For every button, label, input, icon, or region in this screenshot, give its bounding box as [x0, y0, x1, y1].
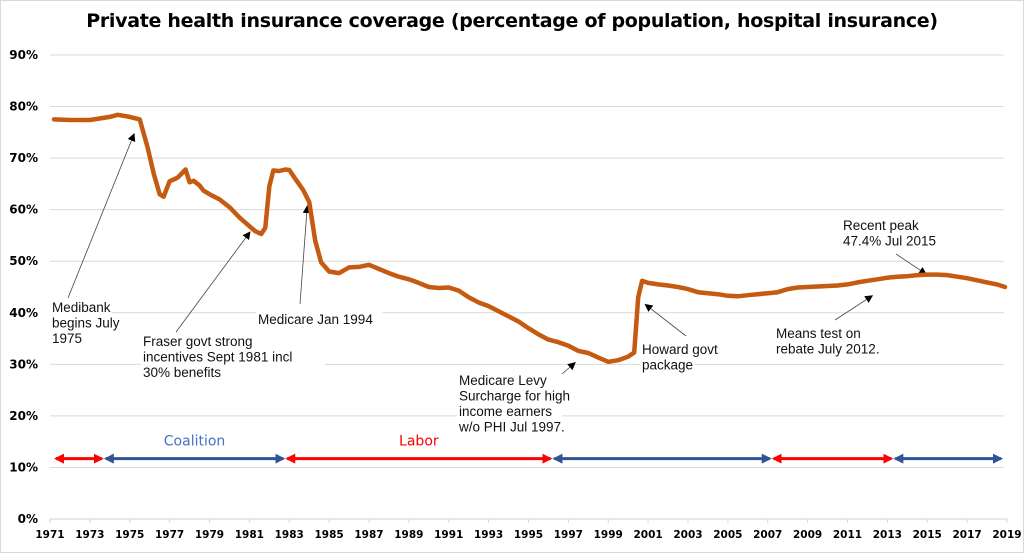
x-tick-label: 2017	[953, 529, 982, 541]
annotation-text: Surcharge for high	[459, 389, 570, 404]
annotation-arrow	[644, 303, 687, 337]
annotation-text: Medibank	[52, 300, 111, 315]
x-tick-label: 1987	[354, 529, 383, 541]
annotation-arrow	[834, 295, 874, 321]
annotation: Medicare Jan 1994	[256, 205, 383, 328]
annotation-bg	[141, 349, 325, 365]
x-tick-label: 1981	[235, 529, 264, 541]
x-tick-label: 1975	[115, 529, 144, 541]
x-tick-label: 2011	[833, 529, 862, 541]
x-tick-label: 2005	[713, 529, 742, 541]
annotation-bg	[841, 218, 925, 234]
x-tick-label: 1991	[434, 529, 463, 541]
annotation-text: Medicare Levy	[459, 373, 547, 388]
government-period-coalition: Coalition	[103, 434, 286, 464]
x-tick-label: 1997	[554, 529, 583, 541]
y-tick-label: 30%	[9, 357, 38, 371]
x-tick-label: 1983	[275, 529, 304, 541]
annotation-bg	[256, 312, 383, 328]
x-axis: 1971 1973 1975 1977 1979 1981 1983 1985 1987 1989…	[35, 518, 1022, 541]
annotation-bg	[457, 419, 584, 435]
annotation-arrow	[299, 205, 311, 305]
x-tick-label: 1985	[315, 529, 344, 541]
x-tick-label: 1989	[394, 529, 423, 541]
y-axis: 0% 10% 20% 30% 40% 50% 60% 70% 80% 90%	[9, 48, 38, 526]
x-tick-label: 1979	[195, 529, 224, 541]
annotation-bg	[457, 404, 562, 420]
annotation-bg	[50, 315, 134, 331]
annotation-text: Fraser govt strong	[143, 334, 253, 349]
x-tick-label: 2013	[873, 529, 902, 541]
y-tick-label: 70%	[9, 151, 38, 165]
y-tick-label: 80%	[9, 100, 38, 114]
annotation-bg	[774, 341, 901, 357]
y-tick-label: 0%	[18, 512, 38, 526]
y-tick-label: 20%	[9, 409, 38, 423]
annotation-bg	[50, 331, 83, 347]
x-tick-label: 2015	[913, 529, 942, 541]
series-group	[51, 112, 1008, 365]
annotation-text: 47.4% Jul 2015	[843, 234, 936, 249]
x-tick-label: 1973	[75, 529, 104, 541]
government-period-label: Coalition	[164, 434, 226, 450]
annotation-bg	[841, 233, 946, 249]
annotation-text: 1975	[52, 331, 82, 346]
annotation-text: income earners	[459, 404, 552, 419]
x-tick-label: 1993	[474, 529, 503, 541]
x-tick-label: 2007	[753, 529, 782, 541]
x-tick-label: 1971	[35, 529, 64, 541]
annotation-bg	[457, 373, 555, 389]
annotation-text: rebate July 2012.	[776, 342, 880, 357]
annotation-text: package	[642, 358, 693, 373]
annotation-text: begins July	[52, 316, 120, 331]
annotation-arrow	[561, 361, 576, 375]
annotation-text: w/o PHI Jul 1997.	[458, 420, 565, 435]
annotation-bg	[640, 357, 695, 373]
y-tick-label: 90%	[9, 48, 38, 62]
series-line	[51, 112, 1008, 365]
government-period-labor: Labor	[285, 434, 553, 464]
x-tick-label: 2003	[673, 529, 702, 541]
annotation-text: 30% benefits	[143, 365, 221, 380]
annotation-arrow	[67, 133, 136, 299]
gridlines	[50, 54, 1004, 468]
annotation-arrow	[175, 231, 251, 333]
chart-title: Private health insurance coverage (perce…	[86, 10, 938, 32]
y-tick-label: 60%	[9, 203, 38, 217]
y-tick-label: 40%	[9, 306, 38, 320]
x-tick-label: 2019	[992, 529, 1021, 541]
annotation-arrow	[895, 253, 927, 275]
x-tick-label: 1995	[514, 529, 543, 541]
annotation-text: Howard govt	[642, 342, 718, 357]
x-tick-label: 2009	[793, 529, 822, 541]
x-tick-label: 1999	[594, 529, 623, 541]
annotation-bg	[141, 365, 232, 381]
x-tick-label: 2001	[634, 529, 663, 541]
y-tick-label: 50%	[9, 254, 38, 268]
y-tick-label: 10%	[9, 460, 38, 474]
government-period-label: Labor	[399, 434, 439, 450]
annotation-text: Recent peak	[843, 218, 919, 233]
government-periods: Coalition Labor	[53, 434, 1004, 464]
annotation-bg	[50, 300, 112, 316]
annotation-bg	[640, 342, 724, 358]
annotation-bg	[141, 334, 275, 350]
annotation-text: Medicare Jan 1994	[258, 312, 373, 327]
annotation-text: incentives Sept 1981 incl	[143, 350, 292, 365]
x-tick-label: 1977	[155, 529, 184, 541]
annotation-bg	[457, 388, 591, 404]
annotation-bg	[774, 326, 872, 342]
annotation-text: Means test on	[776, 326, 861, 341]
